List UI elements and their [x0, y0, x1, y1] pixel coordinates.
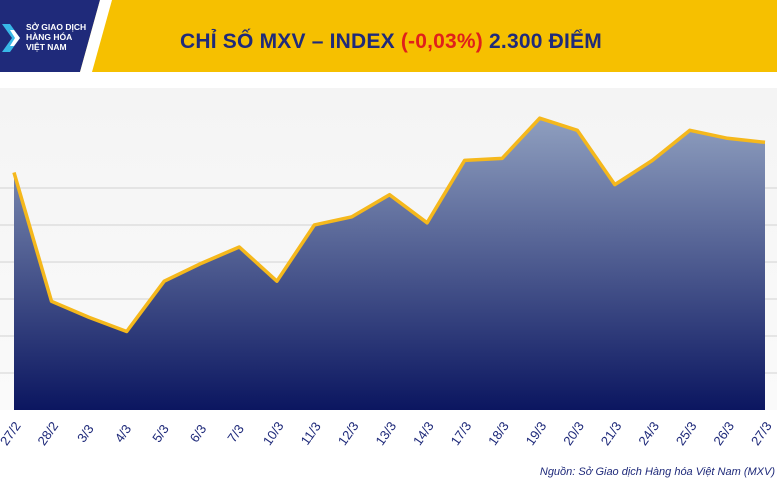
banner-background	[0, 0, 777, 72]
x-tick-labels: 27/2 28/2 3/3 4/3 5/3 6/3 7/3 10/3 11/3 12/3 13/3 1…	[0, 419, 775, 448]
x-tick-label: 4/3	[112, 422, 135, 445]
logo-line-2: HÀNG HÓA	[26, 32, 73, 42]
x-tick-label: 11/3	[298, 419, 324, 448]
chart-title: CHỈ SỐ MXV – INDEX (-0,03%) 2.300 ĐIỂM	[180, 30, 602, 54]
x-tick-label: 26/3	[710, 419, 737, 448]
title-change: (-0,03%)	[400, 30, 483, 53]
banner-yellow-bar	[0, 0, 777, 72]
x-tick-label: 10/3	[260, 419, 287, 448]
x-tick-label: 18/3	[485, 419, 512, 448]
x-tick-label: 21/3	[598, 419, 625, 448]
x-tick-label: 13/3	[372, 419, 399, 448]
x-tick-label: 5/3	[149, 422, 172, 445]
x-tick-label: 6/3	[187, 422, 210, 445]
logo-text: SỞ GIAO DỊCH HÀNG HÓA VIỆT NAM	[26, 22, 96, 52]
x-tick-label: 14/3	[410, 419, 437, 448]
x-tick-label: 7/3	[224, 422, 247, 445]
chart-area: 27/2 28/2 3/3 4/3 5/3 6/3 7/3 10/3 11/3 12/3 13/3 1…	[0, 88, 777, 468]
banner-divider	[80, 0, 112, 72]
mxv-logo-icon	[2, 24, 20, 52]
mxv-logo: SỞ GIAO DỊCH HÀNG HÓA VIỆT NAM	[0, 0, 96, 72]
title-suffix: 2.300 ĐIỂM	[489, 30, 602, 53]
source-note: Nguồn: Sở Giao dịch Hàng hóa Việt Nam (M…	[539, 466, 775, 478]
logo-line-1: SỞ GIAO DỊCH	[26, 22, 87, 32]
x-tick-label: 25/3	[673, 419, 700, 448]
title-prefix: CHỈ SỐ MXV – INDEX	[180, 30, 395, 53]
x-tick-label: 20/3	[560, 419, 587, 448]
x-tick-label: 27/3	[748, 419, 775, 448]
line-chart: 27/2 28/2 3/3 4/3 5/3 6/3 7/3 10/3 11/3 12/3 13/3 1…	[0, 88, 777, 448]
x-tick-label: 17/3	[448, 419, 475, 448]
x-tick-label: 12/3	[335, 419, 362, 448]
banner-logo-panel	[0, 0, 100, 72]
x-tick-label: 19/3	[523, 419, 550, 448]
area-fill	[14, 118, 765, 410]
series-line	[12, 116, 766, 334]
x-tick-label: 27/2	[0, 419, 24, 448]
header-banner: SỞ GIAO DỊCH HÀNG HÓA VIỆT NAM CHỈ SỐ MX…	[0, 0, 777, 80]
x-tick-label: 3/3	[74, 422, 97, 445]
logo-line-3: VIỆT NAM	[26, 42, 67, 52]
x-tick-label: 24/3	[635, 419, 662, 448]
x-tick-label: 28/2	[34, 419, 61, 448]
